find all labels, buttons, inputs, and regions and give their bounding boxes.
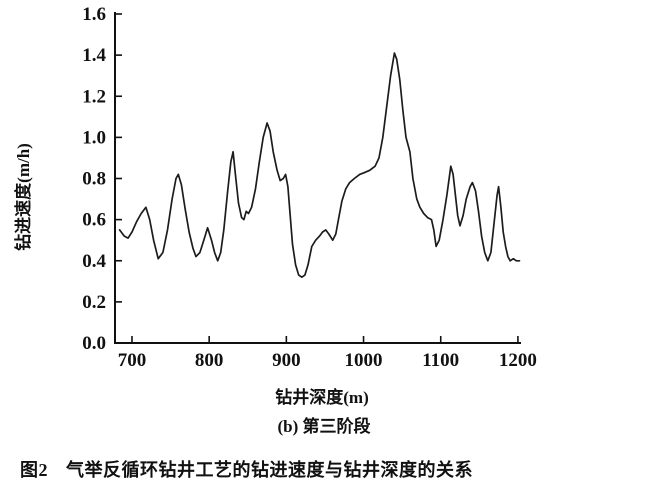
x-tick-label: 1000 xyxy=(345,350,383,371)
x-tick-label: 1200 xyxy=(499,350,537,371)
y-tick-label: 0.8 xyxy=(82,169,106,190)
drilling-rate-line xyxy=(118,52,521,279)
x-axis-title: 钻井深度(m) xyxy=(275,387,368,407)
y-tick-label: 0.6 xyxy=(82,210,106,231)
y-axis-title: 钻进速度(m/h) xyxy=(13,143,33,251)
figure-caption-text: 气举反循环钻井工艺的钻进速度与钻井深度的关系 xyxy=(66,460,473,480)
panel-subtitle: (b) 第三阶段 xyxy=(277,416,370,436)
x-tick-label: 800 xyxy=(195,350,224,371)
y-tick-label: 1.2 xyxy=(82,86,106,107)
y-tick-label: 0.0 xyxy=(82,333,106,354)
x-tick-label: 1100 xyxy=(422,350,459,371)
figure-caption-number: 图2 xyxy=(20,460,48,480)
y-tick-label: 1.4 xyxy=(82,45,106,66)
axis-tick-labels: 700 800 900 1000 1100 1200 0.0 0.2 0.4 0.6 0.8 1.0 1… xyxy=(82,4,537,371)
x-tick-label: 700 xyxy=(118,350,147,371)
figure-caption: 图2 气举反循环钻井工艺的钻进速度与钻井深度的关系 xyxy=(20,456,650,482)
axis-ticks xyxy=(115,13,519,344)
line-chart: 700 800 900 1000 1100 1200 0.0 0.2 0.4 0.6 0.8 1.0 1… xyxy=(13,4,537,436)
axes xyxy=(114,12,521,344)
x-tick-label: 900 xyxy=(272,350,301,371)
y-tick-label: 0.4 xyxy=(82,251,106,272)
y-tick-label: 0.2 xyxy=(82,292,106,313)
y-tick-label: 1.6 xyxy=(82,4,106,25)
y-tick-label: 1.0 xyxy=(82,127,106,148)
